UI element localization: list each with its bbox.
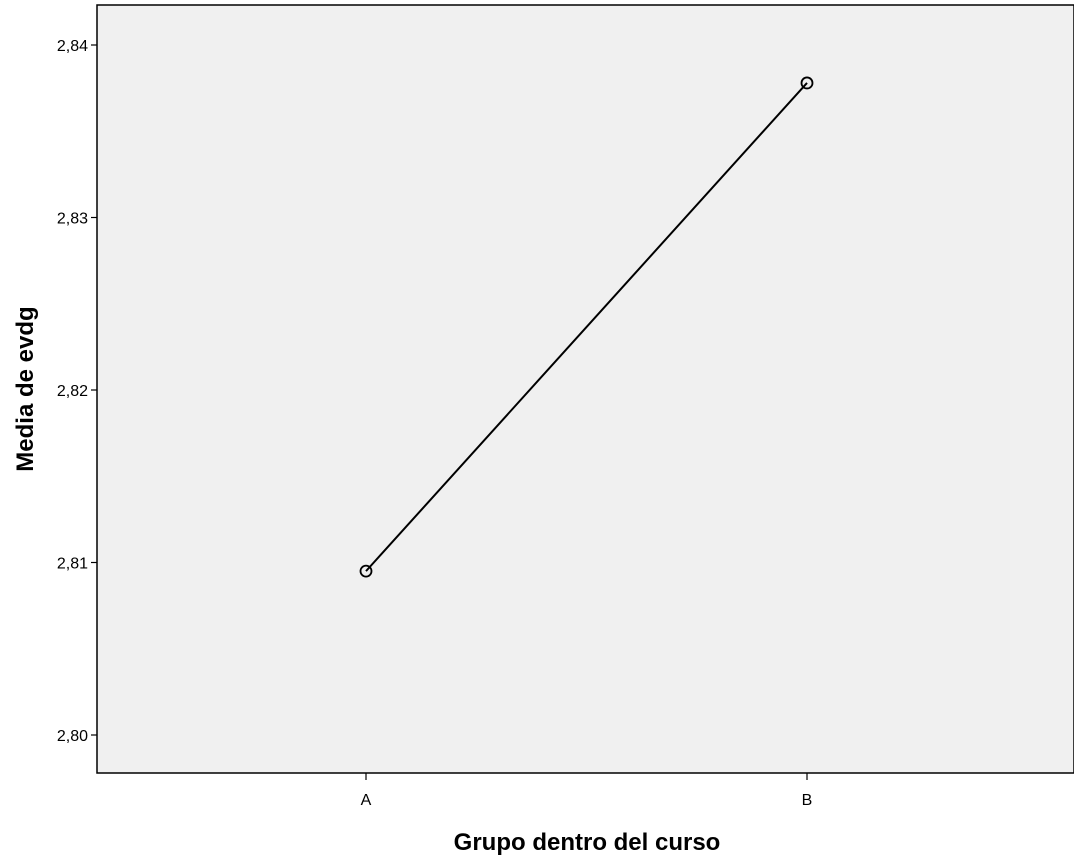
y-axis-title: Media de evdg <box>12 306 39 471</box>
y-tick-label: 2,80 <box>57 728 88 745</box>
y-tick-label: 2,84 <box>57 38 88 55</box>
y-axis: 2,80 2,81 2,82 2,83 2,84 <box>57 38 97 745</box>
series-line <box>365 82 808 572</box>
series-layer <box>359 76 814 578</box>
y-tick-label: 2,81 <box>57 556 88 573</box>
plot-area <box>96 4 1074 774</box>
data-point <box>359 564 373 578</box>
x-axis-title: Grupo dentro del curso <box>454 829 721 856</box>
y-tick-label: 2,83 <box>57 211 88 228</box>
y-tick-label: 2,82 <box>57 383 88 400</box>
x-tick-label: B <box>802 792 813 809</box>
x-tick-label: A <box>361 792 372 809</box>
data-point <box>800 76 814 90</box>
